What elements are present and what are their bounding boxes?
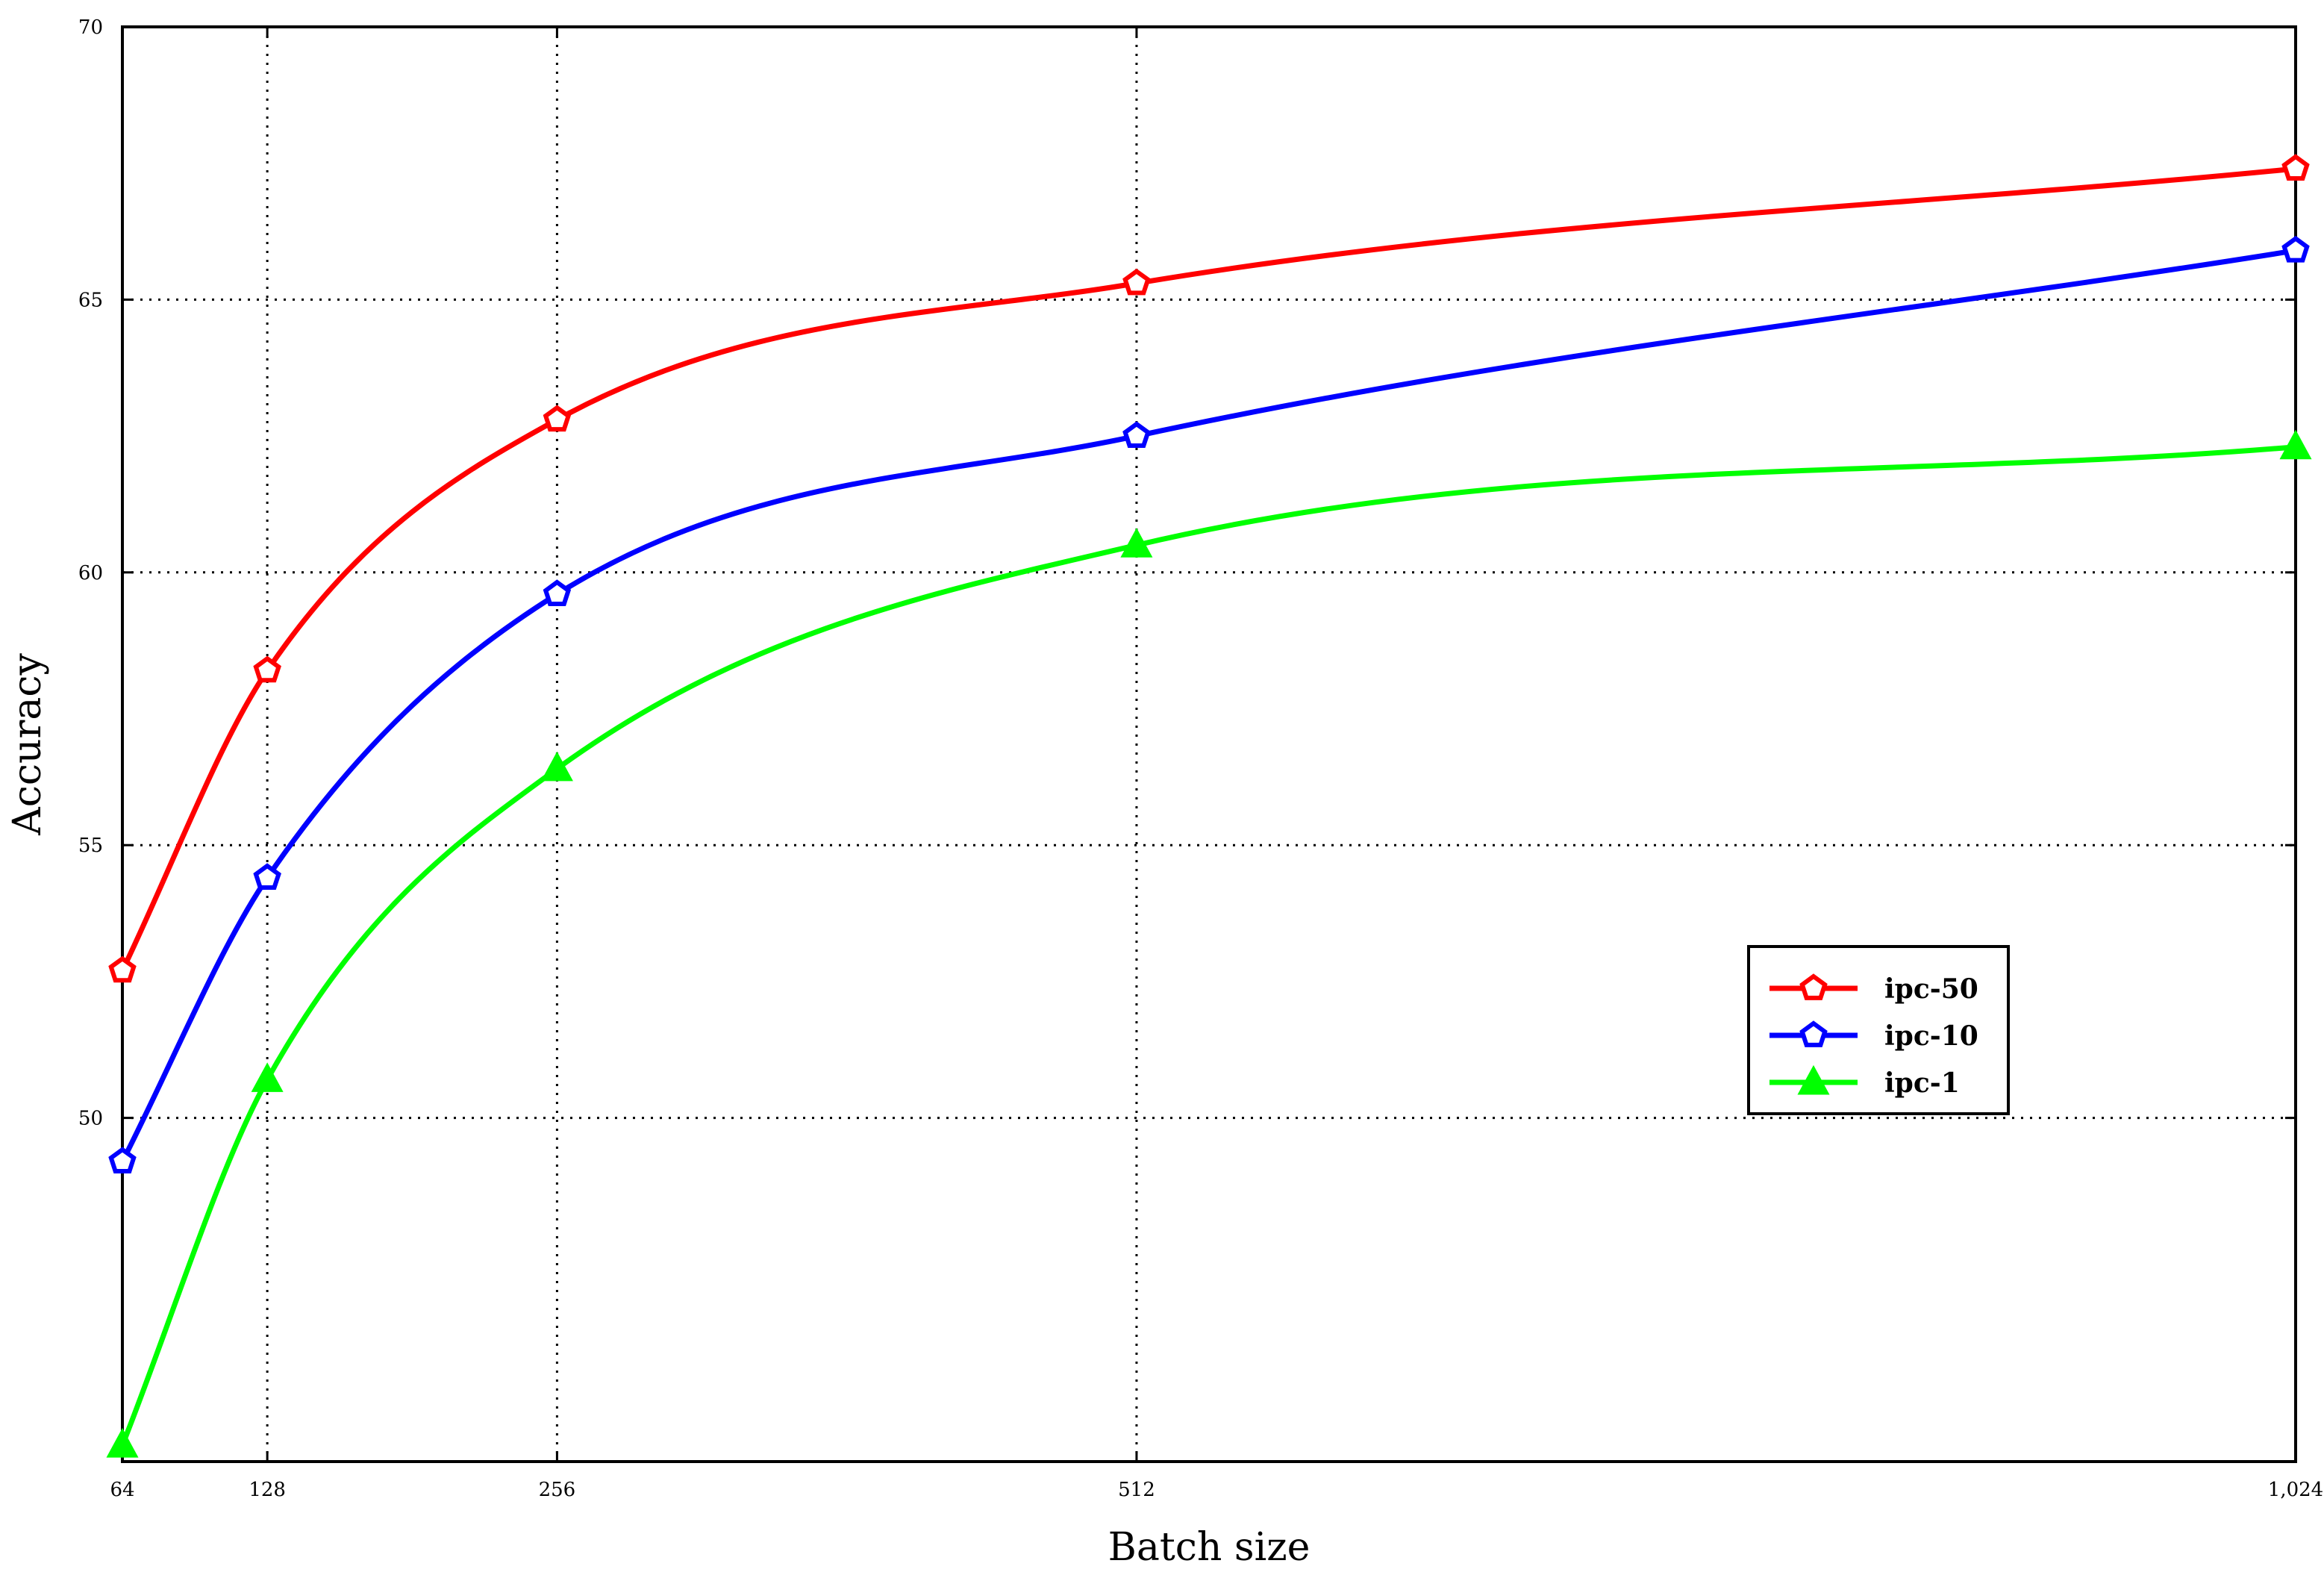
- data-point: [253, 655, 281, 683]
- legend-label: ipc-50: [1884, 973, 1978, 1005]
- series-line: [119, 444, 2296, 1447]
- legend-label: ipc-10: [1884, 1020, 1978, 1052]
- y-tick-label: 65: [78, 289, 103, 311]
- legend-item-ipc-1: ipc-1: [1769, 1064, 1960, 1099]
- x-tick-label: 64: [110, 1479, 134, 1501]
- y-tick-label: 55: [78, 835, 103, 857]
- data-point: [108, 955, 137, 983]
- grid-lines: [122, 27, 2296, 1462]
- data-point: [1122, 268, 1151, 296]
- legend-marker: [1799, 1020, 1828, 1047]
- series-line: [119, 248, 2296, 1163]
- axis-ticks: 64 128 256 512 1,024 50 55 60 65 70: [78, 16, 2323, 1501]
- y-tick-label: 70: [78, 16, 103, 39]
- y-axis-label: Accuracy: [5, 653, 50, 836]
- y-tick-label: 50: [78, 1108, 103, 1130]
- legend-marker: [1799, 973, 1828, 1000]
- data-point: [2279, 429, 2312, 460]
- data-point: [543, 579, 572, 606]
- data-point: [253, 863, 281, 890]
- legend-item-ipc-50: ipc-50: [1769, 973, 1978, 1005]
- x-axis-label: Batch size: [1108, 1525, 1311, 1570]
- data-point: [543, 405, 572, 432]
- legend-label: ipc-1: [1884, 1067, 1960, 1099]
- series-ipc-10: [108, 235, 2310, 1173]
- data-point: [1120, 528, 1153, 558]
- plot-area-frame: [121, 25, 2297, 1463]
- data-point: [108, 1147, 137, 1173]
- legend-item-ipc-10: ipc-10: [1769, 1020, 1978, 1052]
- series-ipc-1: [106, 429, 2312, 1458]
- x-tick-label: 128: [249, 1479, 286, 1501]
- legend-box: [1747, 945, 2010, 1115]
- y-tick-label: 60: [78, 562, 103, 584]
- data-series: [106, 154, 2312, 1458]
- x-tick-label: 512: [1118, 1479, 1155, 1501]
- data-point: [540, 751, 573, 782]
- legend: ipc-50 ipc-10 ipc-1: [1747, 945, 2010, 1115]
- data-point: [2281, 235, 2310, 263]
- data-point: [2281, 154, 2310, 181]
- x-tick-label: 256: [539, 1479, 576, 1501]
- x-tick-label: 1,024: [2268, 1479, 2323, 1501]
- legend-marker: [1797, 1064, 1830, 1095]
- data-point: [1122, 421, 1151, 448]
- data-point: [251, 1062, 284, 1092]
- data-point: [106, 1427, 139, 1458]
- series-line: [119, 166, 2296, 972]
- series-ipc-50: [108, 154, 2310, 983]
